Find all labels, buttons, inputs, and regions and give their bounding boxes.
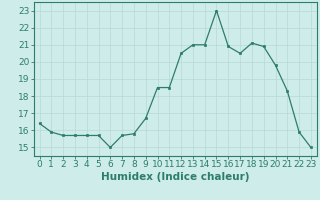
X-axis label: Humidex (Indice chaleur): Humidex (Indice chaleur)	[101, 172, 250, 182]
